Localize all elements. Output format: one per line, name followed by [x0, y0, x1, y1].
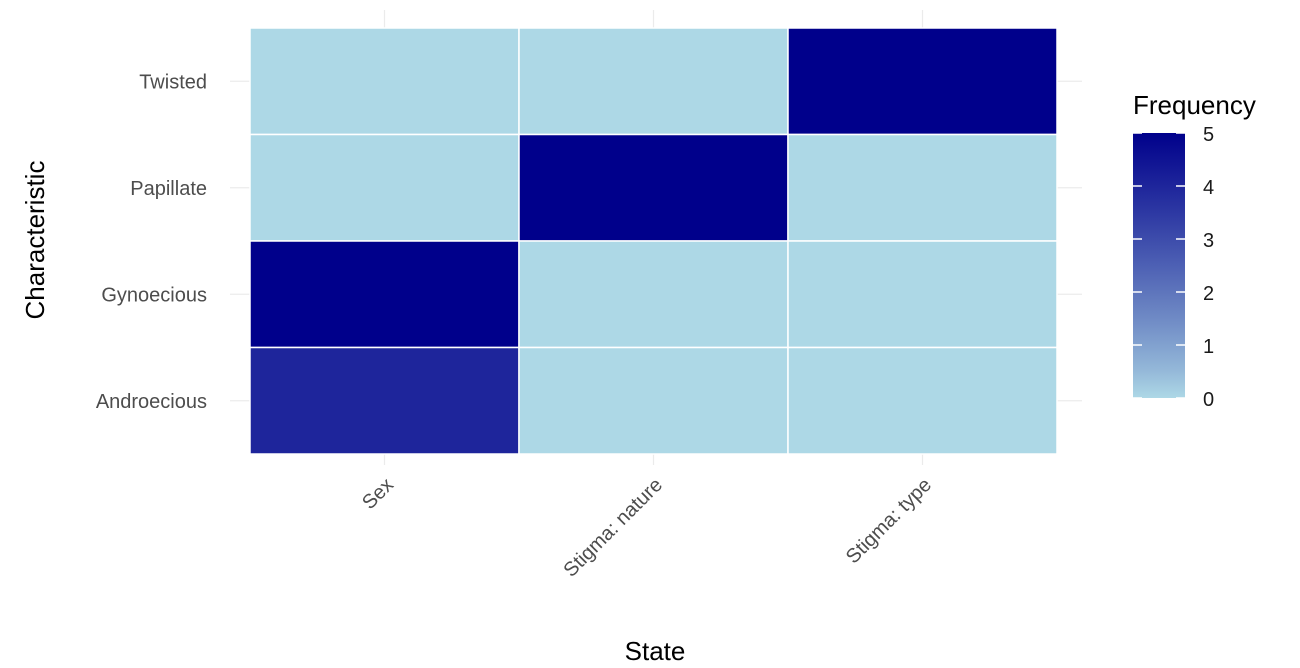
heatmap-cell [787, 346, 1058, 455]
y-tick-labels: Androecious Gynoecious Papillate Twisted [96, 71, 207, 413]
x-tick-label: Sex [358, 474, 398, 514]
heatmap-cell [518, 346, 789, 455]
x-tick-label: Stigma: type [842, 474, 936, 568]
y-tick-label: Androecious [96, 391, 207, 413]
x-tick-label: Stigma: nature [560, 474, 668, 582]
legend-title: Frequency [1133, 90, 1256, 120]
heatmap-cell [249, 240, 520, 349]
legend-tick-label: 2 [1203, 283, 1214, 305]
y-tick-label: Papillate [130, 178, 207, 200]
x-tick-labels: Sex Stigma: nature Stigma: type [358, 474, 936, 582]
heatmap-cells [249, 27, 1058, 455]
heatmap-cell [518, 240, 789, 349]
x-axis-title: State [625, 636, 686, 666]
legend-tick-label: 4 [1203, 177, 1214, 199]
color-legend: Frequency 0 1 2 3 4 5 [1133, 90, 1256, 411]
heatmap-cell [787, 27, 1058, 136]
y-axis-title: Characteristic [20, 161, 50, 320]
heatmap-cell [249, 133, 520, 242]
legend-tick-label: 3 [1203, 230, 1214, 252]
heatmap-cell [518, 27, 789, 136]
heatmap-cell [249, 346, 520, 455]
legend-tick-label: 5 [1203, 124, 1214, 146]
y-tick-label: Gynoecious [101, 284, 207, 306]
legend-color-bar [1133, 133, 1185, 398]
legend-tick-label: 1 [1203, 336, 1214, 358]
heatmap-cell [787, 240, 1058, 349]
legend-tick-label: 0 [1203, 389, 1214, 411]
heatmap-cell [787, 133, 1058, 242]
heatmap-cell [249, 27, 520, 136]
heatmap-cell [518, 133, 789, 242]
y-tick-label: Twisted [139, 71, 207, 93]
